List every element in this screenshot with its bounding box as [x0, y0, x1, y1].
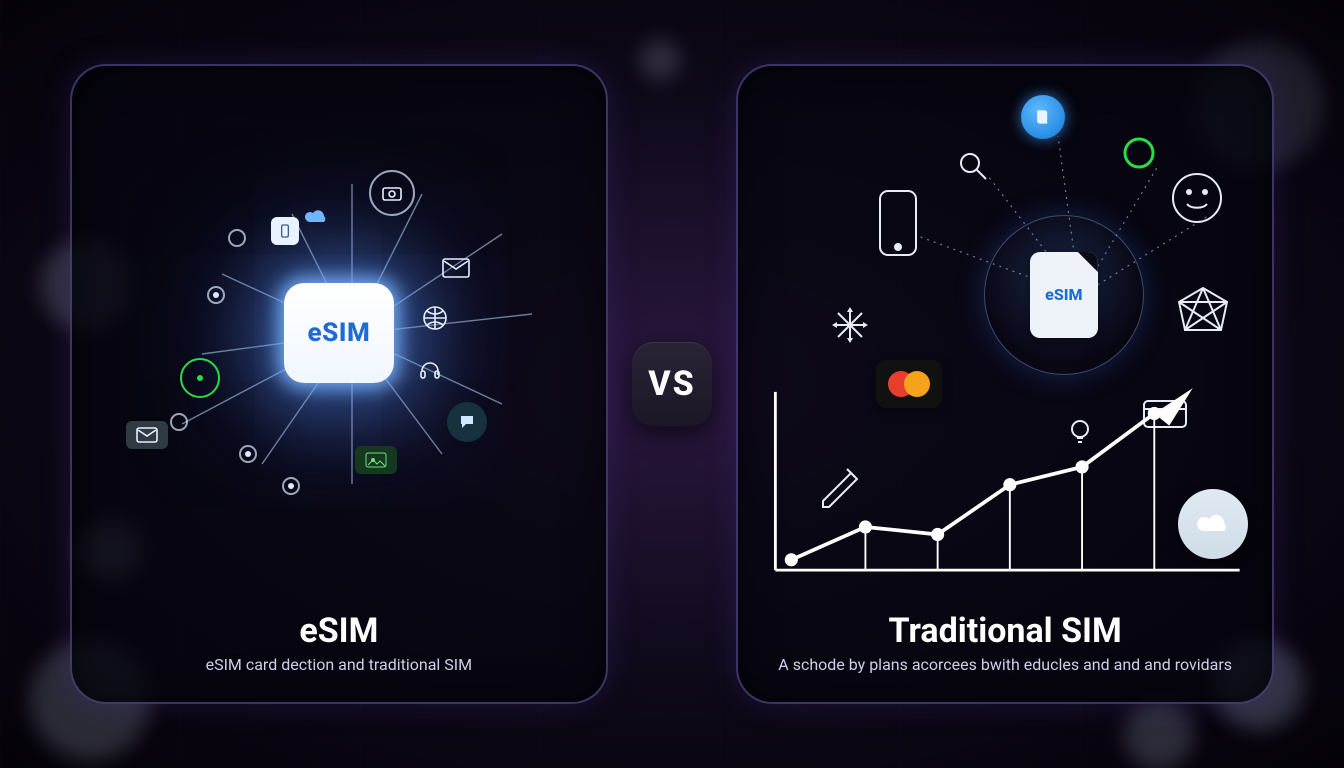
- phone-icon: [271, 217, 299, 245]
- cloud-icon: [302, 207, 332, 231]
- comparison-stage: eSIM: [0, 0, 1344, 768]
- panel-esim-title: eSIM: [72, 611, 606, 651]
- arrows-icon: [828, 303, 872, 351]
- globe-icon: [422, 305, 448, 335]
- polyhedron-icon: [1173, 284, 1233, 344]
- sim-hub: eSIM: [984, 215, 1144, 375]
- panel-esim-subtitle: eSIM card dection and traditional SIM: [72, 655, 606, 674]
- vs-badge: VS: [632, 342, 713, 426]
- esim-chip: eSIM: [284, 283, 394, 383]
- chat-icon: [447, 402, 487, 442]
- growth-chart: [766, 376, 1254, 586]
- smile-icon: [1169, 170, 1225, 230]
- panel-traditional-subtitle: A schode by plans acorcees bwith educles…: [738, 655, 1272, 674]
- circle-icon: [170, 413, 188, 431]
- headphone-icon: [418, 357, 442, 385]
- sim-card-label: eSIM: [1045, 285, 1082, 304]
- envelope-icon: [126, 421, 168, 449]
- pin-icon: [180, 358, 220, 398]
- photo-icon: [355, 446, 397, 474]
- book-blue-icon: [1021, 95, 1065, 139]
- mail-icon: [442, 258, 470, 282]
- camera-icon: [369, 170, 415, 216]
- sim-card-icon: eSIM: [1030, 252, 1098, 338]
- panel-esim: eSIM: [70, 64, 608, 704]
- phone-outline-icon: [874, 187, 922, 263]
- search-icon: [956, 149, 990, 187]
- circle-icon: [228, 229, 246, 247]
- dot-icon: [282, 477, 300, 495]
- ring-green-icon: [1122, 136, 1156, 174]
- dot-icon: [239, 445, 257, 463]
- hub-spokes: [72, 66, 608, 704]
- panel-traditional-sim: eSIM: [736, 64, 1274, 704]
- dot-icon: [207, 286, 225, 304]
- esim-chip-label: eSIM: [307, 318, 370, 348]
- panel-traditional-title: Traditional SIM: [738, 611, 1272, 651]
